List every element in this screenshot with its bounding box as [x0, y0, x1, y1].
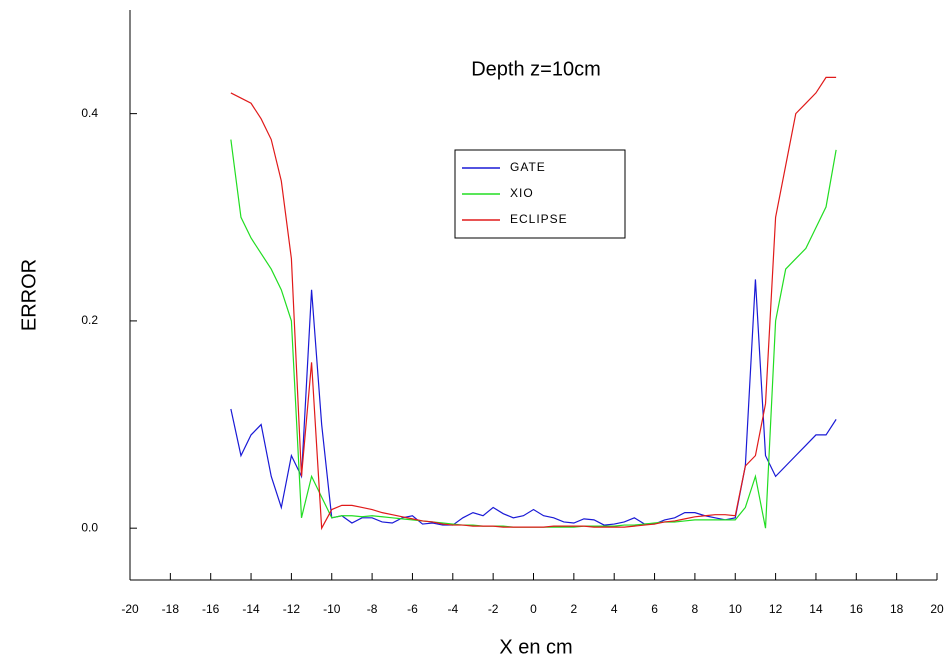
y-tick-label: 0.2 [81, 313, 98, 327]
x-tick-label: -12 [283, 602, 301, 616]
y-tick-label: 0.0 [81, 520, 98, 534]
x-tick-label: -16 [202, 602, 220, 616]
x-tick-label: -20 [121, 602, 139, 616]
legend-label: GATE [510, 160, 546, 174]
x-tick-label: 14 [809, 602, 823, 616]
x-tick-label: -18 [162, 602, 180, 616]
x-tick-label: 6 [651, 602, 658, 616]
y-axis-label: ERROR [18, 259, 40, 331]
legend-label: XIO [510, 186, 534, 200]
x-tick-label: 8 [692, 602, 699, 616]
series-line [230, 279, 837, 526]
x-tick-label: 4 [611, 602, 618, 616]
legend-label: ECLIPSE [510, 212, 568, 226]
x-tick-label: 18 [890, 602, 904, 616]
chart-title: Depth z=10cm [471, 58, 601, 80]
x-tick-label: -10 [323, 602, 341, 616]
x-tick-label: 10 [729, 602, 743, 616]
x-tick-label: 20 [930, 602, 944, 616]
x-tick-label: -8 [367, 602, 378, 616]
x-axis-label: X en cm [499, 636, 572, 658]
series-line [230, 76, 837, 531]
x-tick-label: -4 [447, 602, 458, 616]
y-tick-label: 0.4 [81, 106, 98, 120]
x-tick-label: 12 [769, 602, 783, 616]
x-tick-label: 16 [850, 602, 864, 616]
x-tick-label: -2 [488, 602, 499, 616]
x-tick-label: -6 [407, 602, 418, 616]
x-tick-label: 0 [530, 602, 537, 616]
x-tick-label: -14 [242, 602, 260, 616]
x-tick-label: 2 [571, 602, 578, 616]
